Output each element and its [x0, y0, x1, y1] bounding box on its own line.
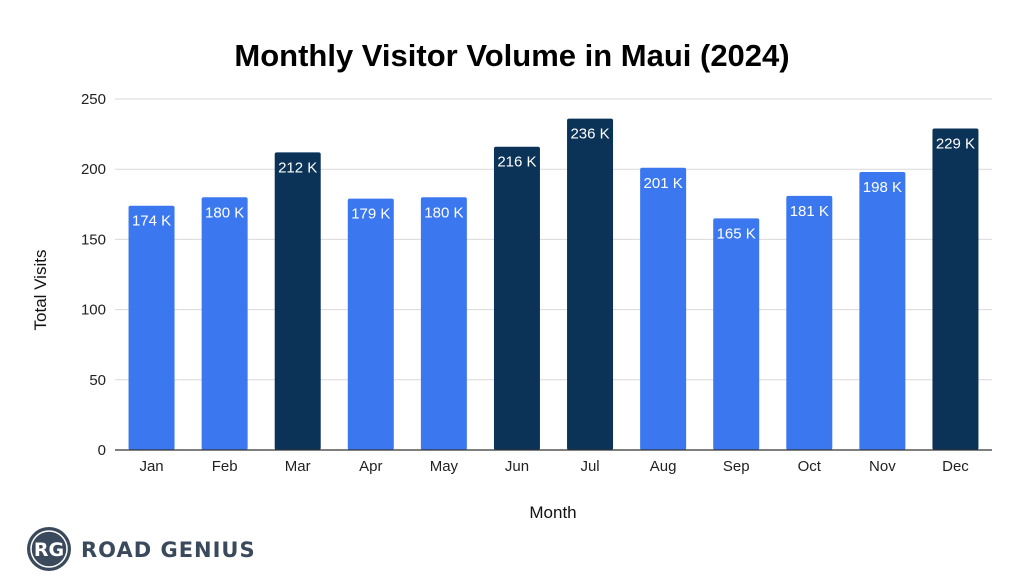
- y-tick-label: 200: [81, 161, 106, 178]
- bar-sep: [713, 218, 760, 450]
- bar-oct: [786, 195, 833, 450]
- chart-title: Monthly Visitor Volume in Maui (2024): [234, 38, 789, 73]
- data-label-nov: 198 K: [863, 179, 902, 196]
- x-tick-label-jun: Jun: [505, 458, 529, 475]
- data-label-dec: 229 K: [936, 135, 975, 152]
- y-tick-label: 100: [81, 302, 106, 319]
- x-tick-label-mar: Mar: [285, 458, 311, 475]
- bar-apr: [347, 198, 394, 450]
- y-axis-ticks: 0 50 100 150 200 250: [81, 91, 106, 459]
- data-label-may: 180 K: [424, 204, 463, 221]
- bar-dec: [932, 128, 979, 450]
- data-label-jul: 236 K: [570, 126, 609, 143]
- data-label-sep: 165 K: [717, 225, 756, 242]
- data-label-aug: 201 K: [644, 175, 683, 192]
- bar-aug: [640, 167, 687, 450]
- y-tick-label: 50: [89, 372, 106, 389]
- y-tick-label: 250: [81, 91, 106, 108]
- brand-logo-ring: [30, 530, 68, 568]
- y-tick-label: 0: [98, 442, 106, 459]
- x-tick-label-feb: Feb: [212, 458, 238, 475]
- gridlines: [115, 98, 992, 381]
- data-labels: 174 K 180 K 212 K 179 K 180 K 216 K 236 K 201 K…: [132, 126, 975, 243]
- data-label-feb: 180 K: [205, 204, 244, 221]
- x-tick-label-oct: Oct: [798, 458, 822, 475]
- x-axis-title: Month: [529, 503, 576, 522]
- data-label-oct: 181 K: [790, 203, 829, 220]
- data-label-apr: 179 K: [351, 206, 390, 223]
- brand-monogram: RG: [34, 539, 64, 561]
- x-tick-label-apr: Apr: [359, 458, 382, 475]
- x-tick-label-dec: Dec: [942, 458, 969, 475]
- data-label-mar: 212 K: [278, 159, 317, 176]
- x-tick-label-jan: Jan: [139, 458, 163, 475]
- bar-may: [420, 197, 467, 450]
- x-tick-label-sep: Sep: [723, 458, 750, 475]
- bar-nov: [859, 172, 906, 450]
- bar-jun: [493, 146, 540, 450]
- data-label-jun: 216 K: [497, 154, 536, 171]
- bars: [128, 118, 979, 451]
- x-tick-label-aug: Aug: [650, 458, 677, 475]
- brand-logo: RG ROAD GENIUS: [27, 527, 256, 571]
- y-axis-title: Total Visits: [31, 250, 50, 331]
- bar-mar: [274, 152, 321, 451]
- brand-logo-circle: [27, 527, 71, 571]
- bar-jul: [567, 118, 614, 450]
- data-label-jan: 174 K: [132, 213, 171, 230]
- x-tick-label-may: May: [430, 458, 459, 475]
- bar-jan: [128, 205, 175, 450]
- x-tick-label-nov: Nov: [869, 458, 896, 475]
- bar-feb: [201, 197, 248, 450]
- y-tick-label: 150: [81, 231, 106, 248]
- brand-name: ROAD GENIUS: [81, 538, 256, 562]
- x-axis-ticks: Jan Feb Mar Apr May Jun Jul Aug Sep Oct Nov Dec: [139, 458, 969, 475]
- x-tick-label-jul: Jul: [580, 458, 599, 475]
